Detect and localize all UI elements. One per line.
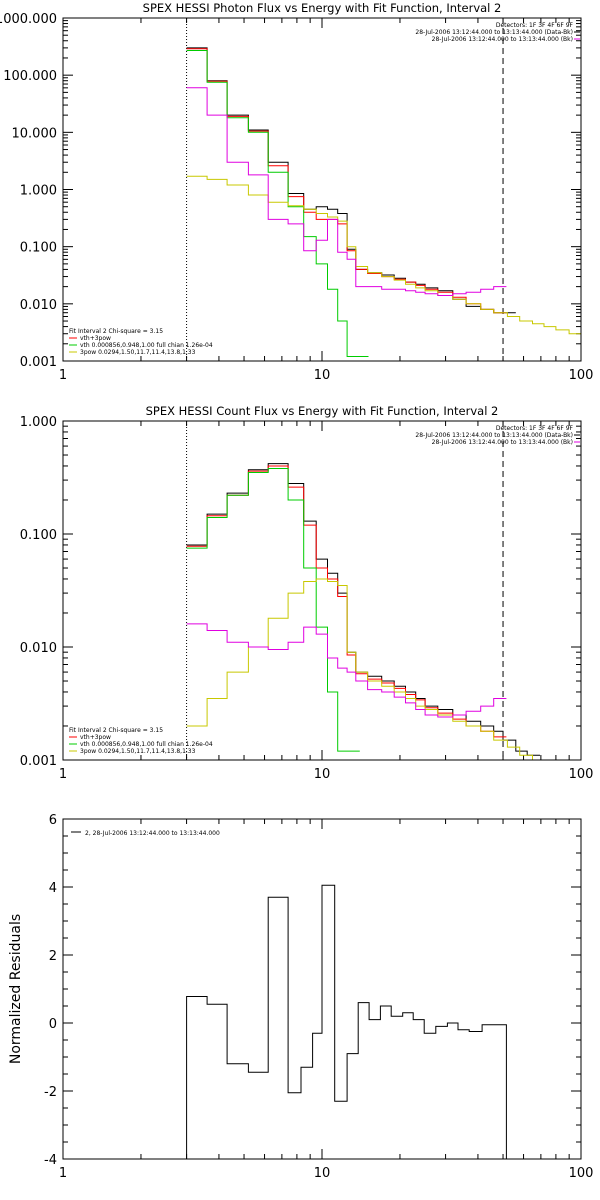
legend-entry: Fit Interval 2 Chi-square = 3.15 — [69, 727, 163, 734]
x-tick-label: 10 — [314, 368, 331, 383]
x-tick-label: 10 — [314, 767, 331, 782]
legend-entry: 28-Jul-2006 13:12:44.000 to 13:13:44.000… — [415, 432, 573, 439]
legend-entry: 3pow 0.0294,1.50,11.7,11.4,13.8,1.33 — [80, 349, 196, 356]
y-tick-label: 0.001 — [20, 355, 57, 370]
y-tick-label: 10.000 — [12, 126, 58, 141]
chart-title: SPEX HESSI Count Flux vs Energy with Fit… — [146, 404, 499, 418]
chart-panel-2: SPEX HESSI Count Flux vs Energy with Fit… — [20, 404, 594, 782]
chart-title: SPEX HESSI Photon Flux vs Energy with Fi… — [143, 1, 502, 15]
y-tick-label: 1.000 — [20, 184, 57, 199]
plot-frame — [62, 420, 582, 761]
series-line-2 — [186, 465, 507, 738]
series-line-1 — [186, 47, 516, 314]
series-group — [186, 463, 546, 760]
legend-entry: vth+3pow — [80, 335, 111, 342]
y-tick-label: 0.100 — [20, 241, 57, 256]
legend-entry: Detectors: 1F 3F 4F 6F 9F — [496, 22, 574, 29]
legend-entry: vth 0.000856,0.948,1.00 full chian 1.26e… — [80, 342, 213, 349]
series-line-4 — [186, 175, 581, 335]
legend-entry: 28-Jul-2006 13:12:44.000 to 13:13:44.000… — [432, 36, 573, 43]
x-tick-label: 1 — [59, 368, 67, 383]
chart-panel-3: Normalized Residuals 1 10 100 -4 -2 0 2 4 6 2, 28-… — [8, 813, 593, 1181]
series-group — [186, 47, 581, 357]
y-tick-label: 100.000 — [3, 69, 57, 84]
x-tick-label: 10 — [314, 1166, 331, 1181]
x-tick-label: 100 — [569, 767, 594, 782]
y-tick-label: -2 — [44, 1085, 57, 1100]
series-line-5 — [186, 87, 507, 296]
legend-entry: vth+3pow — [80, 734, 111, 741]
x-tick-label: 100 — [569, 368, 594, 383]
x-tick-label: 100 — [569, 1166, 594, 1181]
y-tick-label: 0 — [49, 1017, 57, 1032]
x-tick-label: 1 — [59, 1166, 67, 1181]
series-line-3 — [186, 50, 369, 357]
series-line-4 — [186, 578, 546, 760]
y-tick-label: 0.010 — [20, 298, 57, 313]
y-tick-label: 0.010 — [20, 641, 57, 656]
y-tick-label: 1000.000 — [0, 12, 57, 27]
y-tick-label: 6 — [49, 813, 57, 828]
series-group — [186, 884, 507, 1159]
series-line-2 — [186, 48, 507, 314]
chart-panel-1: SPEX HESSI Photon Flux vs Energy with Fi… — [0, 1, 593, 383]
y-tick-label: 0.001 — [20, 754, 57, 769]
y-tick-label: 2 — [49, 949, 57, 964]
legend-entry: Fit Interval 2 Chi-square = 3.15 — [69, 328, 163, 335]
y-tick-label: 0.100 — [20, 528, 57, 543]
legend-entry: 3pow 0.0294,1.50,11.7,11.4,13.8,1.33 — [80, 748, 196, 755]
series-line-1 — [186, 463, 540, 756]
legend-entry: 2, 28-Jul-2006 13:12:44.000 to 13:13:44.… — [85, 830, 220, 837]
plot-frame — [62, 818, 582, 1160]
legend-entry: vth 0.000856,0.948,1.00 full chian 1.26e… — [80, 741, 213, 748]
legend-entry: Detectors: 1F 3F 4F 6F 9F — [496, 425, 574, 432]
x-tick-label: 1 — [59, 767, 67, 782]
y-tick-label: -4 — [44, 1153, 57, 1168]
legend-entry: 28-Jul-2006 13:12:44.000 to 13:13:44.000… — [415, 29, 573, 36]
legend-entry: 28-Jul-2006 13:12:44.000 to 13:13:44.000… — [432, 439, 573, 446]
series-line-1 — [186, 884, 507, 1159]
y-axis-label: Normalized Residuals — [8, 914, 24, 1064]
series-line-3 — [186, 468, 360, 752]
series-line-5 — [186, 623, 507, 718]
plot-frame — [62, 17, 582, 362]
y-tick-label: 1.000 — [20, 415, 57, 430]
y-tick-label: 4 — [49, 881, 57, 896]
